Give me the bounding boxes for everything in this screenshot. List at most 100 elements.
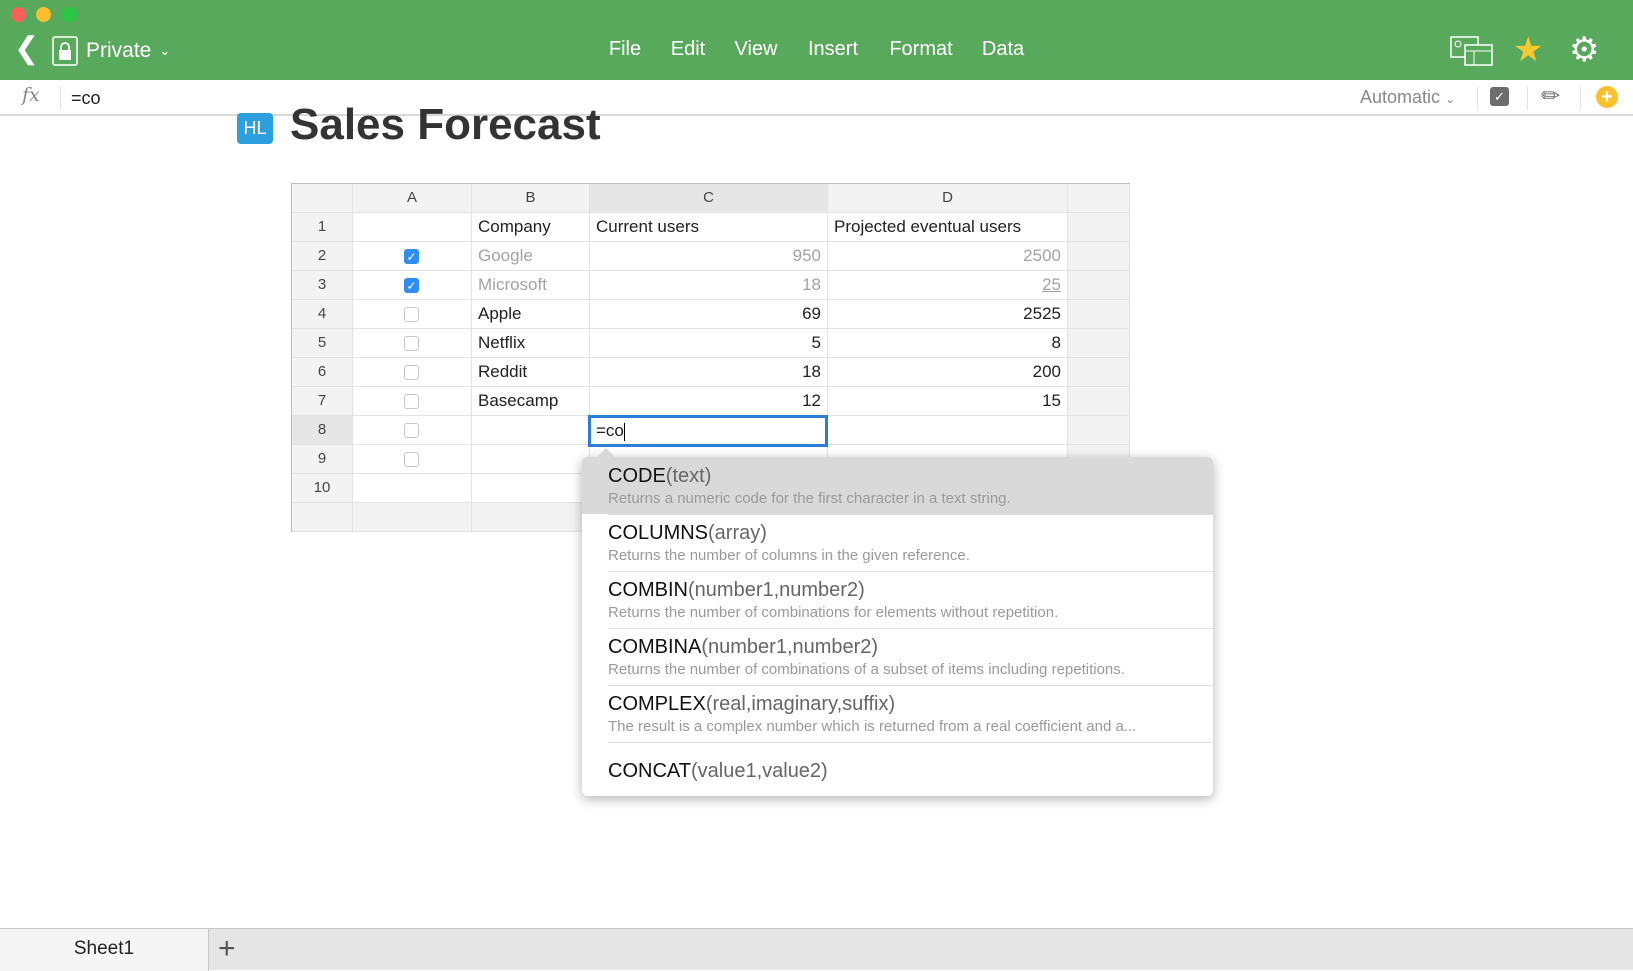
row-header[interactable]: 9 — [292, 445, 353, 474]
cell-c6[interactable]: 18 — [590, 358, 828, 387]
cell-d7[interactable]: 15 — [828, 387, 1068, 416]
row-header[interactable]: 4 — [292, 300, 353, 329]
row-checkbox[interactable]: ✓ — [404, 249, 419, 264]
cell-editor-c8[interactable]: =co — [588, 415, 828, 447]
cell-b1[interactable]: Company — [472, 213, 590, 242]
cell-c7[interactable]: 12 — [590, 387, 828, 416]
cell-d6[interactable]: 200 — [828, 358, 1068, 387]
row-checkbox[interactable] — [404, 394, 419, 409]
cell-a8[interactable] — [353, 416, 472, 445]
function-args: (real,imaginary,suffix) — [705, 693, 896, 715]
formula-input[interactable]: =co — [71, 88, 101, 108]
autocomplete-item-combin[interactable]: COMBIN(number1,number2) Returns the numbe… — [582, 571, 1213, 628]
cell-b9[interactable] — [472, 445, 590, 474]
menu-file[interactable]: File — [608, 38, 642, 60]
cell-d2[interactable]: 2500 — [828, 242, 1068, 271]
cell-d1[interactable]: Projected eventual users — [828, 213, 1068, 242]
cell-a10[interactable] — [353, 474, 472, 503]
row-checkbox[interactable] — [404, 365, 419, 380]
cell-d5[interactable]: 8 — [828, 329, 1068, 358]
cell-b5[interactable]: Netflix — [472, 329, 590, 358]
row-header[interactable]: 7 — [292, 387, 353, 416]
cell-empty — [1068, 300, 1130, 329]
cell-c1[interactable]: Current users — [590, 213, 828, 242]
row-checkbox[interactable] — [404, 336, 419, 351]
row-checkbox[interactable] — [404, 423, 419, 438]
function-name: CONCAT — [608, 760, 691, 782]
lock-icon — [52, 36, 78, 66]
plus-icon[interactable]: + — [218, 932, 236, 965]
cell-c3[interactable]: 18 — [590, 271, 828, 300]
cell-a1[interactable] — [353, 213, 472, 242]
divider — [608, 685, 1213, 686]
menu-view[interactable]: View — [734, 38, 778, 60]
row-checkbox[interactable] — [404, 452, 419, 467]
divider — [608, 514, 1213, 515]
row-checkbox[interactable]: ✓ — [404, 278, 419, 293]
menu-insert[interactable]: Insert — [807, 38, 859, 60]
autocomplete-item-columns[interactable]: COLUMNS(array) Returns the number of colu… — [582, 514, 1213, 571]
zoom-window-button[interactable] — [62, 7, 77, 22]
formula-bar: fx =co Automatic ⌄ ✓ ✎ + — [0, 80, 1633, 116]
function-args: (number1,number2) — [688, 579, 865, 601]
menu-format[interactable]: Format — [889, 38, 953, 60]
gear-icon[interactable]: ⚙ — [1569, 31, 1600, 69]
cell-d8[interactable] — [828, 416, 1068, 445]
function-args: (value1,value2) — [690, 760, 828, 782]
cell-c5[interactable]: 5 — [590, 329, 828, 358]
cell-d4[interactable]: 2525 — [828, 300, 1068, 329]
media-layout-icon[interactable] — [1450, 36, 1494, 66]
cell-b6[interactable]: Reddit — [472, 358, 590, 387]
cell-a6[interactable] — [353, 358, 472, 387]
cell-a4[interactable] — [353, 300, 472, 329]
cell-b2[interactable]: Google — [472, 242, 590, 271]
cell-b10[interactable] — [472, 474, 590, 503]
row-header[interactable]: 6 — [292, 358, 353, 387]
cell-c4[interactable]: 69 — [590, 300, 828, 329]
cell-a7[interactable] — [353, 387, 472, 416]
cell-b7[interactable]: Basecamp — [472, 387, 590, 416]
cell-b4[interactable]: Apple — [472, 300, 590, 329]
row-header[interactable]: 8 — [292, 416, 353, 445]
format-dropdown[interactable]: Automatic ⌄ — [1360, 87, 1455, 108]
cell-d3[interactable]: 25 — [828, 271, 1068, 300]
function-description: The result is a complex number which is … — [608, 718, 1137, 735]
row-header[interactable]: 10 — [292, 474, 353, 503]
row-header[interactable]: 2 — [292, 242, 353, 271]
function-signature: COMBIN(number1,number2) — [608, 579, 1213, 602]
corner-header[interactable] — [292, 184, 353, 213]
function-signature: COLUMNS(array) — [608, 522, 1213, 545]
cell-a5[interactable] — [353, 329, 472, 358]
star-icon[interactable]: ★ — [1513, 31, 1544, 69]
add-comment-icon[interactable]: + — [1596, 86, 1618, 108]
close-window-button[interactable] — [11, 7, 26, 22]
cell-a2[interactable]: ✓ — [353, 242, 472, 271]
cell-a3[interactable]: ✓ — [353, 271, 472, 300]
cell-a9[interactable] — [353, 445, 472, 474]
row-header[interactable]: 5 — [292, 329, 353, 358]
column-header-a[interactable]: A — [353, 184, 472, 213]
autocomplete-item-complex[interactable]: COMPLEX(real,imaginary,suffix) The result… — [582, 685, 1213, 742]
menu-edit[interactable]: Edit — [670, 38, 706, 60]
autocomplete-item-combina[interactable]: COMBINA(number1,number2) Returns the numb… — [582, 628, 1213, 685]
row-header[interactable]: 1 — [292, 213, 353, 242]
cell-c2[interactable]: 950 — [590, 242, 828, 271]
paintbrush-icon[interactable]: ✎ — [1535, 80, 1567, 112]
chevron-left-icon[interactable]: ❮ — [14, 32, 40, 65]
column-header-d[interactable]: D — [828, 184, 1068, 213]
column-header-c[interactable]: C — [590, 184, 828, 213]
divider — [608, 742, 1213, 743]
autocomplete-item-concat[interactable]: CONCAT(value1,value2) — [582, 742, 1213, 799]
cell-b8[interactable] — [472, 416, 590, 445]
checkbox-tool-icon[interactable]: ✓ — [1490, 87, 1509, 106]
column-header-b[interactable]: B — [472, 184, 590, 213]
row-checkbox[interactable] — [404, 307, 419, 322]
location-dropdown[interactable]: Private ⌄ — [52, 36, 170, 66]
autocomplete-item-code[interactable]: CODE(text) Returns a numeric code for the… — [582, 457, 1213, 514]
row-header[interactable]: 3 — [292, 271, 353, 300]
tab-sheet1[interactable]: Sheet1 — [0, 929, 209, 971]
function-args: (text) — [665, 465, 712, 487]
minimize-window-button[interactable] — [36, 7, 51, 22]
menu-data[interactable]: Data — [981, 38, 1025, 60]
cell-b3[interactable]: Microsoft — [472, 271, 590, 300]
